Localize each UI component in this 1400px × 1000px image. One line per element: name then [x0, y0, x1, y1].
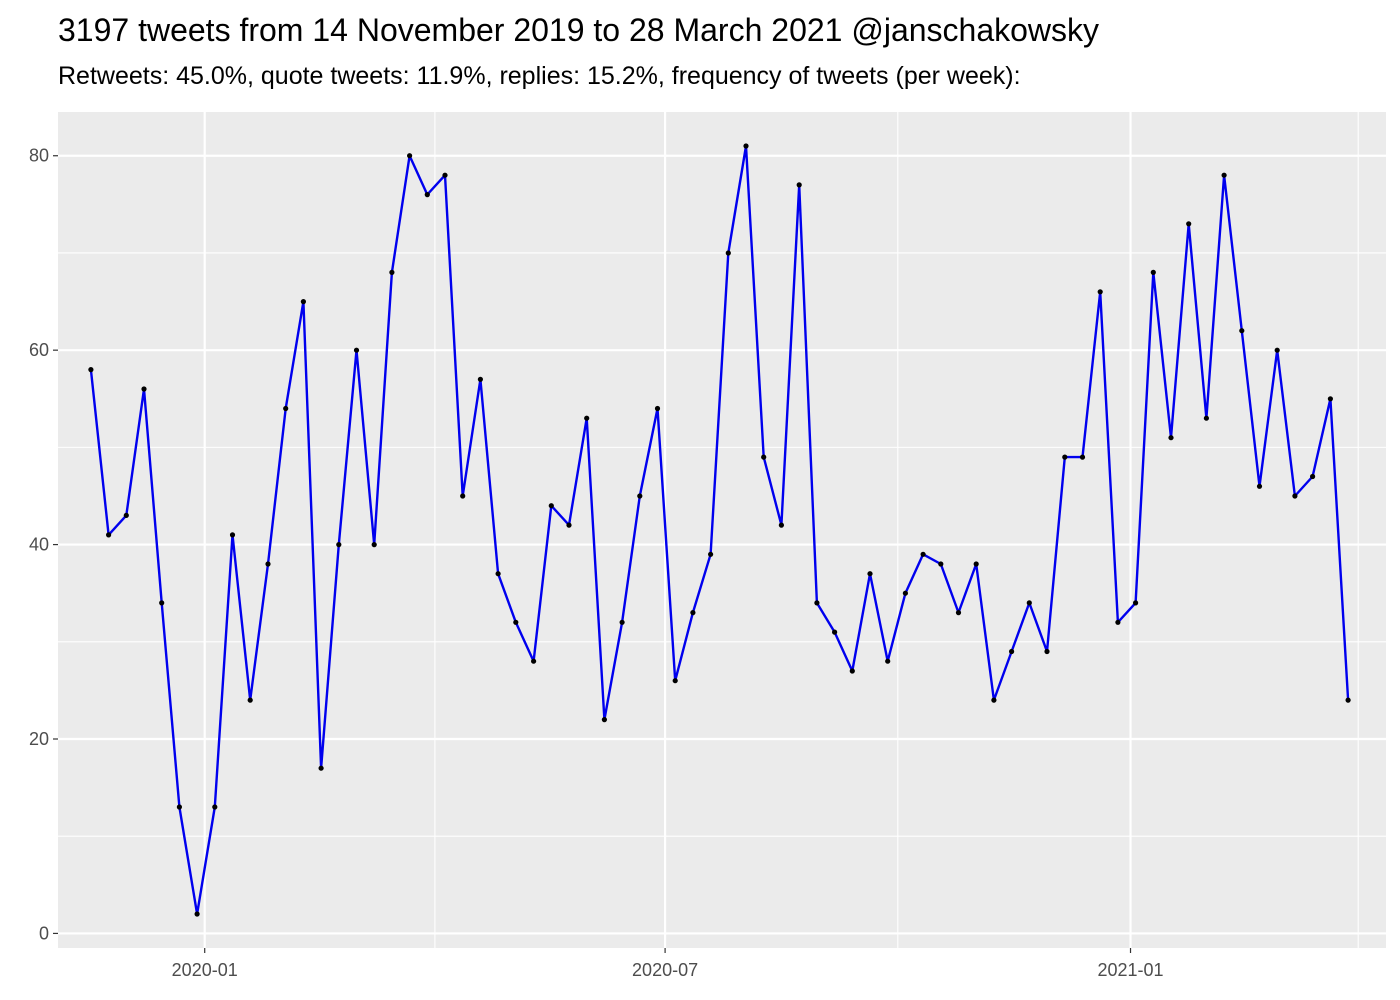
data-point — [743, 143, 749, 149]
data-point — [1239, 328, 1245, 334]
y-tick-label: 60 — [29, 340, 49, 360]
data-point — [477, 376, 483, 382]
series-line — [89, 144, 1350, 916]
data-point — [212, 804, 218, 810]
data-point — [902, 590, 909, 596]
data-point — [1079, 454, 1086, 460]
data-point — [725, 250, 731, 256]
data-point — [353, 347, 360, 353]
data-point — [336, 542, 342, 548]
data-point — [194, 911, 200, 917]
data-point — [601, 717, 608, 723]
data-point — [690, 610, 696, 616]
data-point — [1115, 619, 1121, 625]
data-point — [619, 619, 625, 625]
data-point — [106, 532, 112, 538]
data-point — [566, 522, 572, 528]
data-point — [1062, 454, 1068, 460]
data-point — [1221, 172, 1227, 178]
data-point — [778, 522, 785, 528]
data-point — [283, 405, 289, 412]
data-point — [1026, 600, 1032, 606]
data-point — [973, 561, 979, 567]
data-point — [1274, 347, 1280, 353]
data-point — [654, 405, 661, 412]
x-tick-label: 2020-07 — [632, 960, 698, 980]
data-point — [1256, 483, 1263, 489]
data-point — [672, 678, 678, 684]
data-point — [849, 668, 855, 674]
data-point — [1345, 697, 1351, 703]
y-tick-label: 80 — [29, 146, 49, 166]
data-point — [265, 561, 271, 567]
data-point — [1133, 600, 1139, 606]
data-point — [123, 512, 129, 519]
data-point — [1327, 396, 1333, 402]
data-point — [1203, 415, 1209, 421]
axis-ticks — [53, 155, 1132, 953]
y-tick-label: 0 — [39, 923, 49, 943]
data-point — [531, 658, 537, 664]
data-point — [1168, 435, 1174, 441]
data-point — [885, 658, 891, 664]
data-point — [637, 493, 643, 499]
data-point — [424, 192, 430, 198]
plot-panel — [58, 112, 1386, 948]
minor-gridlines — [58, 112, 1386, 948]
data-point — [708, 551, 714, 557]
data-point — [371, 542, 377, 548]
data-point — [991, 697, 997, 703]
data-point — [1292, 493, 1298, 499]
chart-subtitle: Retweets: 45.0%, quote tweets: 11.9%, re… — [58, 62, 1021, 90]
data-point — [584, 415, 590, 421]
data-point — [300, 299, 306, 305]
data-point — [814, 600, 820, 606]
tick-labels: 0 20 40 60 80 2020-01 2020-07 2021-01 — [29, 146, 1164, 980]
major-gridlines — [58, 112, 1386, 948]
data-point — [159, 600, 165, 606]
data-point — [832, 629, 838, 635]
data-point — [548, 503, 554, 509]
data-point — [442, 172, 448, 178]
data-point — [1150, 269, 1156, 275]
data-point — [88, 367, 94, 373]
y-tick-label: 40 — [29, 535, 49, 555]
data-point — [1044, 648, 1050, 655]
data-points — [88, 143, 1351, 917]
data-point — [460, 493, 466, 499]
data-point — [1310, 473, 1316, 480]
data-point — [247, 697, 253, 703]
data-point — [1186, 221, 1192, 227]
data-point — [955, 610, 962, 616]
data-point — [389, 269, 395, 275]
data-point — [796, 182, 802, 188]
data-point — [176, 804, 182, 810]
data-point — [1097, 289, 1103, 295]
data-point — [761, 454, 767, 460]
data-point — [938, 561, 944, 567]
data-point — [318, 765, 324, 771]
data-point — [495, 571, 501, 577]
x-tick-label: 2020-01 — [172, 960, 238, 980]
data-point — [141, 386, 147, 392]
x-tick-label: 2021-01 — [1097, 960, 1163, 980]
data-point — [407, 153, 413, 159]
data-point — [867, 571, 873, 577]
chart-title: 3197 tweets from 14 November 2019 to 28 … — [58, 12, 1100, 48]
data-point — [229, 532, 236, 538]
y-tick-label: 20 — [29, 729, 49, 749]
data-point — [1009, 648, 1015, 655]
data-point — [920, 551, 926, 557]
data-point — [513, 619, 519, 625]
